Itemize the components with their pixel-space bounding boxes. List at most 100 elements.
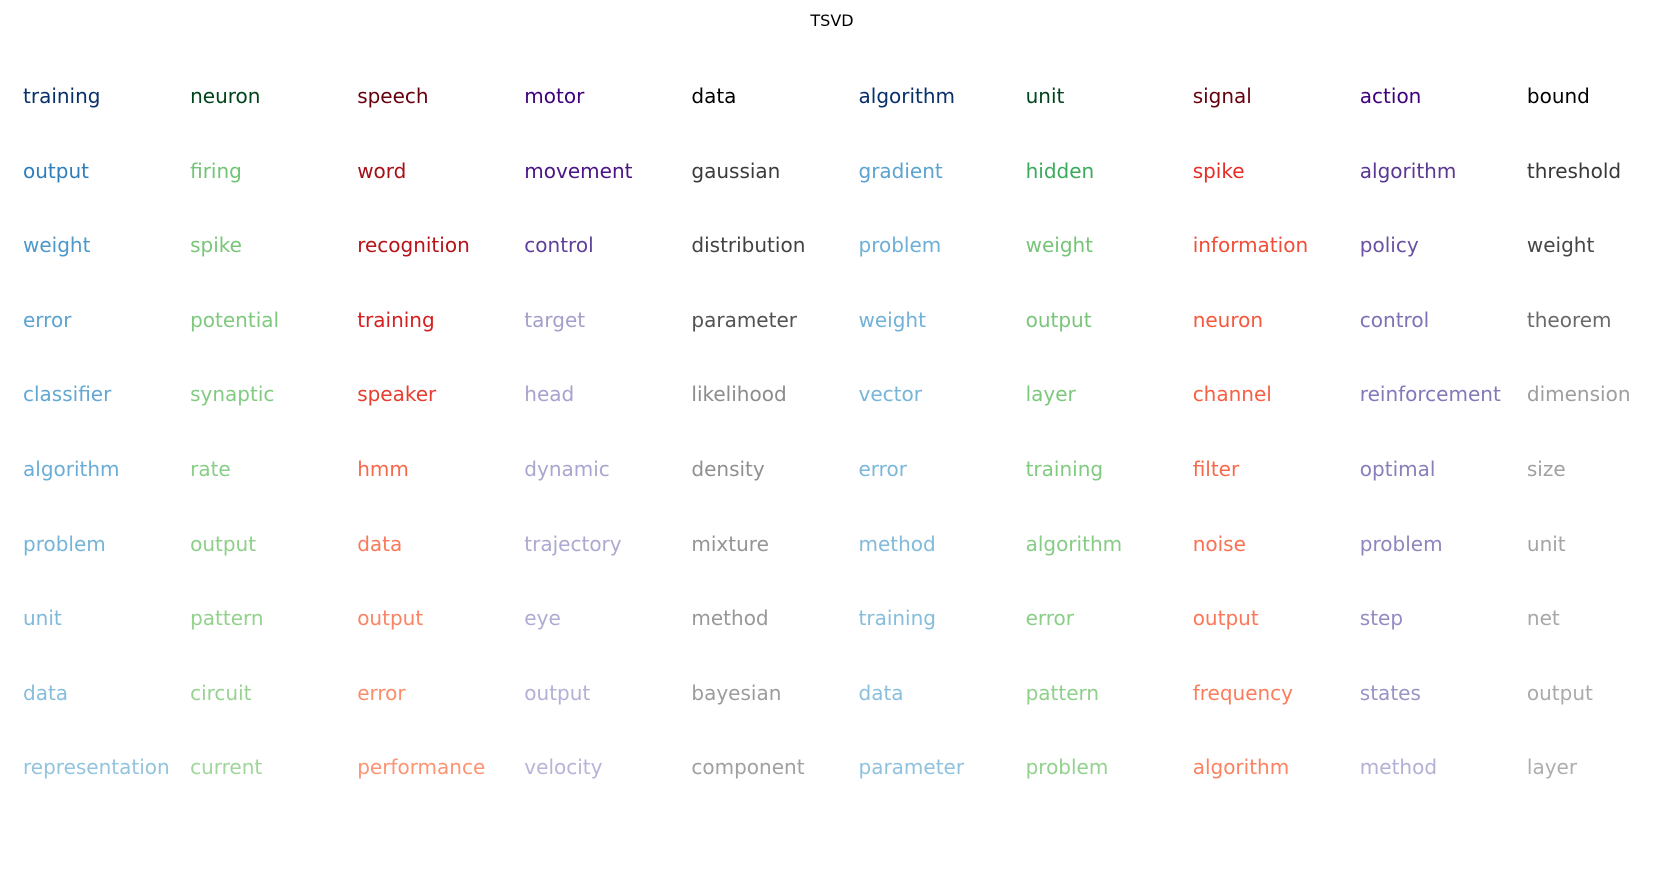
topic-word: hidden [1025,158,1095,183]
topic-word: head [524,382,575,407]
topic-word: problem [1025,755,1109,780]
topic-word: channel [1192,382,1272,407]
topic-word: component [691,755,805,780]
topic-word: representation [23,755,170,780]
topic-word: weight [1526,233,1595,258]
topic-word: method [858,531,936,556]
topic-word: net [1526,606,1560,631]
topic-word: velocity [524,755,603,780]
topic-word: neuron [190,84,261,108]
chart-title: TSVD [810,11,854,30]
topic-word: unit [1526,531,1566,556]
topic-word: states [1359,680,1421,705]
topic-word: unit [1025,84,1065,108]
topic-word: dynamic [524,457,610,481]
topic-word: parameter [691,307,797,332]
topic-word: training [858,606,936,631]
topic-word: action [1359,84,1422,108]
topic-word: error [858,457,907,481]
topic-word: output [524,680,591,705]
topic-word: output [1526,680,1593,705]
topic-word: error [1025,606,1075,631]
topic-word: algorithm [23,457,120,481]
topic-word: vector [858,382,922,407]
topic-word: density [691,457,765,481]
topic-word: training [1025,457,1104,481]
topic-word: information [1192,233,1309,258]
topic-word: weight [858,307,926,332]
topic-word: classifier [23,382,112,407]
topic-word: control [1359,307,1430,332]
topic-word: weight [23,233,91,258]
topic-word: output [1025,307,1092,332]
topic-word: motor [524,84,585,108]
topic-word: problem [1359,531,1443,556]
topic-word: bayesian [691,680,782,705]
topic-word: eye [524,606,561,631]
topic-word: threshold [1526,158,1622,183]
topic-word: firing [190,158,242,183]
topic-word: control [524,233,594,258]
topic-word: filter [1192,457,1240,481]
topic-word: signal [1192,84,1252,108]
topic-word: data [357,531,403,556]
topic-word: spike [190,233,242,258]
topic-word: recognition [357,233,470,258]
topic-word: trajectory [524,531,622,556]
topic-word: output [190,531,257,556]
topic-word: algorithm [1192,755,1290,780]
topic-word: distribution [691,233,806,258]
topic-word: hmm [357,457,409,481]
topic-word: rate [190,457,231,481]
topic-word: movement [524,158,633,183]
topic-word: data [691,84,737,108]
topic-word: algorithm [858,84,956,108]
topic-word: frequency [1192,680,1293,705]
topic-word: circuit [190,680,252,705]
topic-word: error [357,680,406,705]
topic-word: data [858,680,904,705]
topic-word: target [524,307,586,332]
topic-word: speaker [357,382,437,407]
topic-word: size [1526,457,1566,481]
topic-word: performance [357,755,486,780]
topic-word: output [1192,606,1259,631]
topic-word: layer [1526,755,1578,780]
topic-word: training [23,84,101,108]
topic-word: dimension [1526,382,1631,407]
topic-word: current [190,755,263,780]
topic-word: algorithm [1359,158,1457,183]
topic-word: training [357,307,435,332]
topic-word: optimal [1359,457,1436,481]
topic-word: word [357,158,407,183]
topic-word: step [1359,606,1404,631]
topic-word: noise [1192,531,1246,556]
topic-word: output [23,158,89,183]
topic-word: layer [1025,382,1076,407]
topic-word: theorem [1526,307,1612,332]
topic-word: weight [1025,233,1094,258]
topic-word: synaptic [190,382,275,407]
topic-word: parameter [858,755,965,780]
topic-word: algorithm [1025,531,1123,556]
topic-word: pattern [190,606,264,631]
topic-word: policy [1359,233,1419,258]
topic-word: problem [858,233,942,258]
topic-word: speech [357,84,429,108]
topic-word: potential [190,307,280,332]
topic-word: method [691,606,769,631]
topic-word: reinforcement [1359,382,1501,407]
topic-word: unit [23,606,62,631]
topic-word: neuron [1192,307,1264,332]
topic-word: gradient [858,158,943,183]
topic-word: problem [23,531,106,556]
topic-word: method [1359,755,1438,780]
topic-word: spike [1192,158,1245,183]
topic-word: mixture [691,531,769,556]
topic-word: bound [1526,84,1590,108]
topic-word: pattern [1025,680,1100,705]
topic-word: data [23,680,69,705]
topic-word: likelihood [691,382,787,407]
topic-word: gaussian [691,158,781,183]
